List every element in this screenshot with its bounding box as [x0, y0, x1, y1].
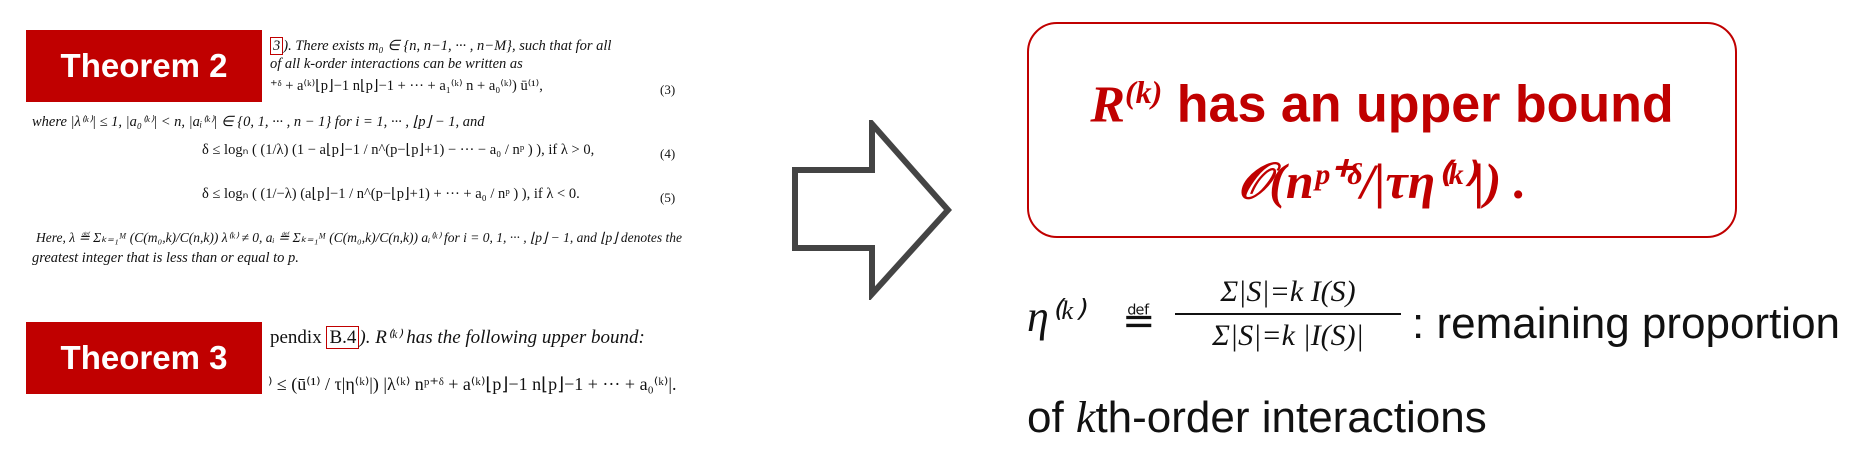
theorem3-badge: Theorem 3 — [26, 322, 262, 394]
upper-bound-line-2: 𝒪(nᵖ⁺ᵟ/|τη⁽ᵏ⁾|) . — [1237, 153, 1527, 209]
theorem2-equation-5: δ ≤ logₙ ( (1/−λ) (a⌊p⌋−1 / n^(p−⌊p⌋+1) … — [202, 186, 580, 202]
right-arrow-icon — [792, 120, 952, 300]
equation-number-4: (4) — [660, 146, 676, 161]
fraction-numerator: Σ|S|=k I(S) — [1220, 275, 1356, 308]
eta-fraction: Σ|S|=k I(S) Σ|S|=k |I(S)| — [1175, 275, 1401, 353]
equation-number-5: (5) — [660, 190, 676, 205]
eta-description: : remaining proportion — [1412, 299, 1841, 348]
fraction-denominator: Σ|S|=k |I(S)| — [1212, 319, 1364, 352]
eta-description-line-2: of kth-order interactions — [1027, 393, 1487, 442]
theorem2-line-1: 3). There exists m₀ ∈ {n, n−1, ··· , n−M… — [270, 37, 611, 55]
eta-definition: η⁽ᵏ⁾ ≝ Σ|S|=k I(S) Σ|S|=k |I(S)| : remai… — [1027, 275, 1857, 385]
upper-bound-box: R(k) has an upper bound 𝒪(nᵖ⁺ᵟ/|τη⁽ᵏ⁾|) … — [1027, 22, 1737, 238]
theorem3-line-1: pendix B.4). R⁽ᵏ⁾ has the following uppe… — [270, 326, 645, 349]
theorem2-line-last: greatest integer that is less than or eq… — [32, 250, 299, 266]
theorem2-line-4: where |λ⁽ᵏ⁾| ≤ 1, |a₀⁽ᵏ⁾| < n, |aᵢ⁽ᵏ⁾| ∈… — [32, 114, 485, 130]
eta-symbol: η⁽ᵏ⁾ — [1027, 292, 1083, 341]
theorem3-equation: ⁾ ≤ (ū⁽¹⁾ / τ|η⁽ᵏ⁾|) |λ⁽ᵏ⁾ nᵖ⁺ᵟ + a⁽ᵏ⁾⌊p… — [268, 374, 677, 394]
theorem2-line-here: Here, λ ≝ Σₖ₌₁ᴹ (C(m₀,k)/C(n,k)) λ⁽ᵏ⁾ ≠ … — [36, 230, 683, 245]
paper-excerpt: 3). There exists m₀ ∈ {n, n−1, ··· , n−M… — [30, 30, 710, 440]
theorem2-line-2: of all k-order interactions can be writt… — [270, 56, 523, 72]
theorem2-equation-3: ⁺ᵟ + a⁽ᵏ⁾⌊p⌋−1 n⌊p⌋−1 + ··· + a₁⁽ᵏ⁾ n + … — [270, 78, 543, 94]
theorem2-equation-4: δ ≤ logₙ ( (1/λ) (1 − a⌊p⌋−1 / n^(p−⌊p⌋+… — [202, 142, 595, 158]
theorem2-badge: Theorem 2 — [26, 30, 262, 102]
upper-bound-line-1: R(k) has an upper bound — [1090, 74, 1674, 134]
def-equals-symbol: ≝ — [1122, 298, 1156, 343]
theorem3-ref: B.4 — [326, 326, 360, 349]
theorem2-ref: 3 — [270, 37, 284, 55]
equation-number-3: (3) — [660, 82, 676, 97]
